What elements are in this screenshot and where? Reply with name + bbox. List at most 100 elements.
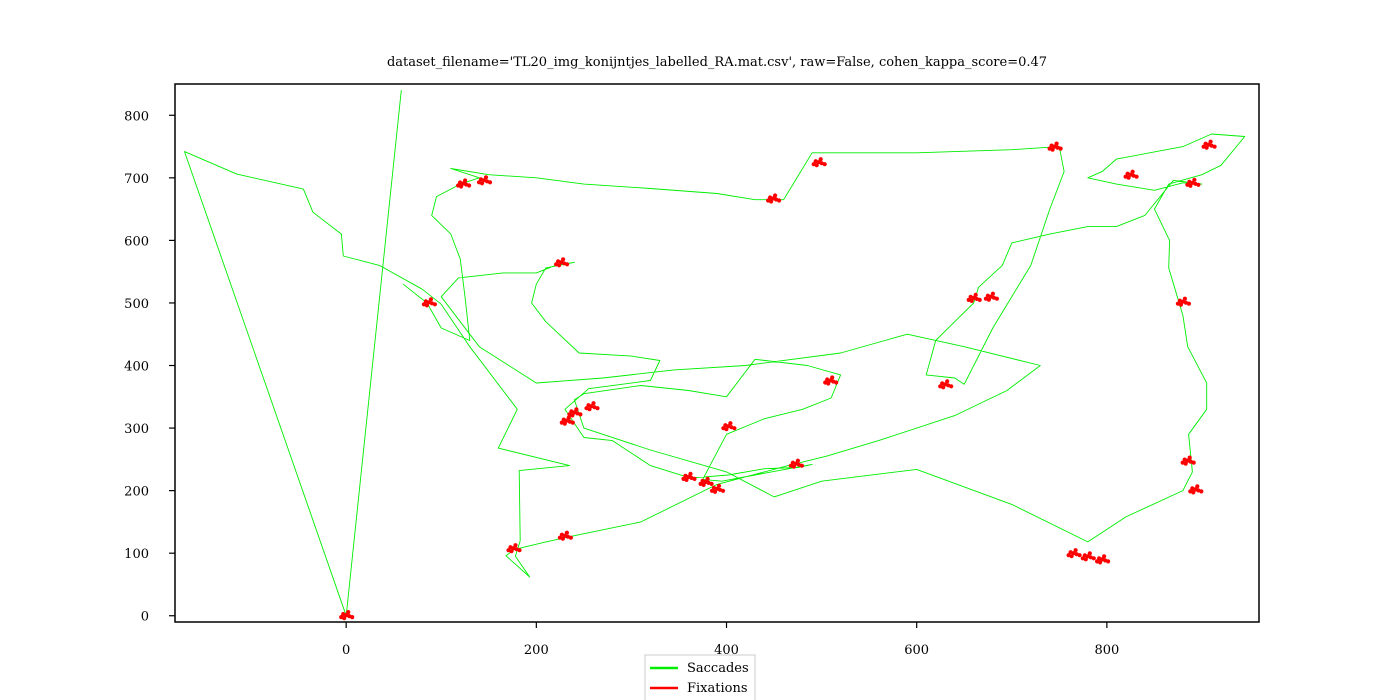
plot-layer [184,89,1246,621]
fixation-point [826,381,831,386]
fixation-point [1054,141,1059,146]
x-axis: 0 200 400 600 800 [342,622,1119,658]
fixation-point [1212,144,1217,149]
fixation-point [709,481,714,486]
fixation-cluster [506,543,522,554]
series-saccades-line [184,89,1246,617]
fixation-cluster [983,291,1000,302]
plot-frame [174,83,1260,623]
fixation-point [1187,455,1192,460]
fixation-point [1073,548,1078,553]
y-tick-label: 800 [124,109,149,124]
fixation-point [458,180,463,185]
y-axis: 0 100 200 300 400 500 600 700 800 [124,109,175,625]
fixation-point [1087,551,1092,556]
fixation-point [574,407,579,412]
fixation-point [769,199,774,204]
fixation-point [994,296,1000,301]
fixation-point [424,303,429,308]
fixation-point [467,183,472,188]
y-tick-label: 400 [124,360,149,375]
fixation-point [1097,556,1102,561]
chart-title: dataset_filename='TL20_img_konijntjes_la… [387,55,1047,70]
fixation-point [1058,146,1063,151]
fixation-point [559,532,565,537]
fixation-point [813,159,818,164]
fixation-point [825,377,830,382]
fixation-point [483,175,489,180]
fixation-cluster [698,476,714,487]
fixation-point [791,464,797,469]
fixation-point [834,380,839,385]
fixation-cluster [1201,139,1217,150]
fixation-cluster [1123,169,1139,180]
fixation-point [684,477,689,482]
fixation-point [341,612,346,617]
fixation-point [565,262,570,267]
fixation-point [777,198,782,203]
fixation-point [1182,457,1187,462]
fixation-point [1125,171,1130,176]
fixation-point [1098,560,1103,565]
fixation-point [969,298,974,303]
fixation-point [1082,553,1087,558]
x-tick-label: 0 [342,643,350,658]
fixation-point [941,385,946,390]
fixation-point [968,294,973,299]
fixation-point [562,421,567,426]
fixation-point [799,463,805,468]
fixation-point [712,489,718,494]
fixation-point [716,483,722,488]
fixation-point [1050,147,1055,152]
fixation-cluster [421,297,437,308]
x-tick-label: 200 [524,643,549,658]
x-tick-label: 800 [1094,643,1119,658]
fixation-cluster [1080,551,1096,562]
fixation-point [1208,139,1213,144]
fixation-point [1191,490,1196,495]
fixation-point [818,157,823,162]
fixation-point [728,421,733,426]
fixation-point [814,163,819,168]
fixation-point [773,193,778,198]
fixation-point [346,610,351,615]
fixation-point [1077,553,1082,558]
fixation-point [1192,177,1197,182]
fixation-point [487,180,493,185]
fixation-point [985,293,991,298]
fixation-cluster [1185,177,1201,188]
fixation-point [513,543,518,548]
fixation-point [822,162,827,167]
fixation-point [701,482,706,487]
fixation-cluster [938,379,954,390]
fixation-point [570,413,575,418]
fixation-point [1130,169,1135,174]
fixation-point [795,458,801,463]
fixation-point [566,415,571,420]
fixation-cluster [557,530,574,541]
fixation-cluster [1175,296,1191,307]
fixation-point [986,297,992,302]
fixation-point [595,406,600,411]
fixation-point [1068,550,1073,555]
fixation-point [1102,554,1107,559]
fixation-point [479,181,485,186]
fixation-cluster [1188,484,1204,495]
fixation-point [1190,486,1195,491]
fixation-point [569,409,574,414]
fixation-point [478,177,484,182]
fixation-cluster [339,610,355,621]
fixation-point [517,548,522,553]
fixation-point [1204,145,1209,150]
fixation-point [692,476,697,481]
fixation-point [1183,461,1188,466]
fixation-cluster [476,175,493,186]
fixation-point [1083,557,1088,562]
fixation-point [463,178,468,183]
fixation-point [1199,489,1204,494]
fixation-cluster [554,257,570,268]
fixation-point [428,297,433,302]
fixation-point [570,420,575,425]
